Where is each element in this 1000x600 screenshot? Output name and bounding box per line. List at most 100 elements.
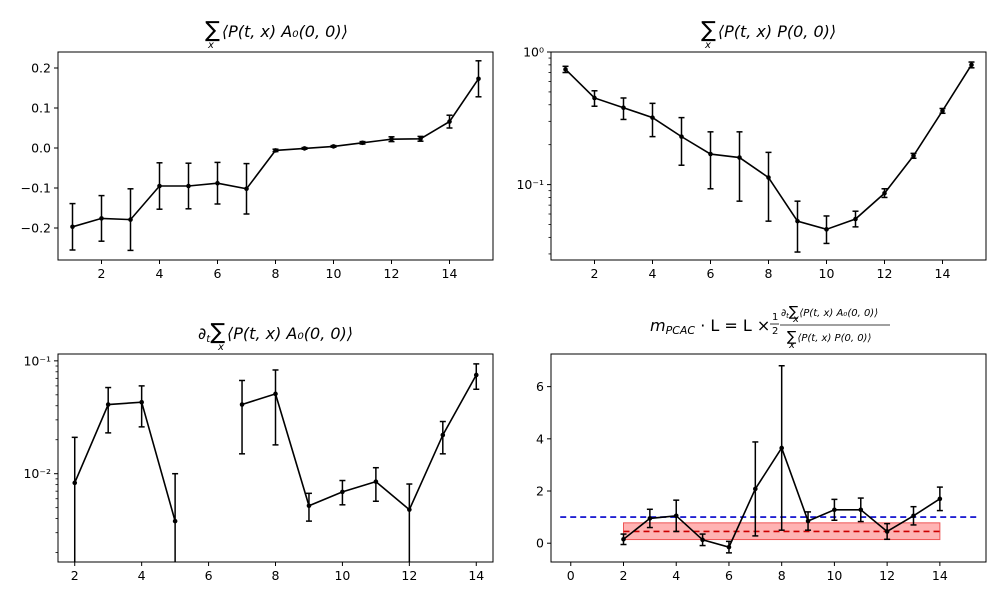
chart-2-title-sub: x — [704, 40, 711, 51]
chart-2-point — [795, 218, 800, 224]
chart-3-point — [139, 399, 144, 405]
svg-text:∑⟨P(t, x) P(0, 0)⟩: ∑⟨P(t, x) P(0, 0)⟩ — [787, 329, 871, 345]
chart-2-title-sum: ∑ — [701, 18, 716, 43]
chart-4-title-num-pre: ∂ — [781, 308, 786, 319]
chart-2-title-body: ⟨P(t, x) P(0, 0)⟩ — [718, 22, 836, 41]
chart-3-xtick-label: 4 — [138, 568, 146, 583]
chart-2-point — [592, 95, 597, 101]
chart-2-point — [737, 155, 742, 160]
chart-3-plot: 2 4 6 8 10 12 14 10⁻² 10⁻¹ — [23, 353, 494, 583]
chart-3-xtick-label: 6 — [205, 568, 213, 583]
chart-1-point — [128, 217, 133, 222]
chart-2-point — [911, 153, 916, 159]
chart-1-point — [331, 144, 336, 149]
chart-2-point — [708, 151, 713, 157]
chart-1-frame — [57, 51, 494, 261]
chart-1-point — [273, 148, 278, 153]
chart-4-title-num: ⟨P(t, x) A₀(0, 0)⟩ — [799, 308, 878, 319]
svg-text:mPCAC · L = L ×: mPCAC · L = L × — [650, 316, 770, 337]
chart-2-errorbar — [707, 131, 714, 190]
chart-3-errorbar — [439, 420, 446, 455]
chart-1-point — [389, 136, 394, 142]
chart-3-ytick-label: 10⁻² — [23, 466, 51, 481]
chart-1-xtick-label: 4 — [156, 266, 164, 281]
chart-1-xtick-label: 8 — [272, 266, 280, 281]
chart-4-xtick-label: 2 — [620, 568, 628, 583]
chart-1-xtick-label: 14 — [442, 266, 458, 281]
chart-1-point — [157, 183, 162, 189]
chart-2-point — [679, 134, 684, 139]
chart-1-point — [186, 183, 191, 189]
chart-3-xtick-label: 8 — [272, 568, 280, 583]
chart-2-xtick-label: 4 — [649, 266, 657, 281]
chart-3-point — [105, 402, 111, 407]
chart-2-ytick-label: 10⁰ — [523, 45, 544, 60]
chart-1-ytick-label: 0.1 — [31, 101, 51, 116]
chart-4-title-mid: · L = L × — [695, 316, 770, 335]
chart-4-title-den-sum: ∑ — [787, 329, 797, 345]
chart-1-point — [215, 180, 220, 186]
chart-3-errorbar — [406, 483, 413, 562]
chart-1-ytick-label: −0.1 — [21, 181, 51, 196]
chart-1-point — [70, 224, 75, 230]
chart-1-point — [418, 136, 423, 142]
chart-2-point — [563, 67, 568, 72]
chart-sum-p-a0: 2 4 6 8 10 12 14 −0.2 −0.1 0.0 0.1 0.2 ∑ ⟨P(t, x) A₀… — [21, 18, 494, 281]
chart-2-plot: 2 4 6 8 10 12 14 10⁻¹ 10⁰ — [516, 45, 987, 281]
chart-2-xtick-label: 12 — [877, 266, 893, 281]
chart-4-xtick-label: 0 — [567, 568, 575, 583]
chart-4-ytick-label: 4 — [536, 431, 544, 446]
chart-1-ytick-label: −0.2 — [21, 221, 51, 236]
chart-1-point — [244, 186, 249, 192]
chart-4-marks — [560, 364, 977, 554]
chart-4-point — [832, 507, 837, 513]
chart-4-xtick-label: 12 — [879, 568, 895, 583]
chart-4-title-lhs-sub: PCAC — [666, 324, 696, 337]
chart-2-xtick-label: 6 — [707, 266, 715, 281]
chart-4-point — [726, 544, 732, 550]
chart-4-xtick-label: 14 — [932, 568, 948, 583]
chart-3-errorbar — [372, 466, 379, 502]
chart-2-xtick-label: 8 — [765, 266, 773, 281]
chart-2-point — [824, 227, 829, 232]
chart-1-title: ∑ ⟨P(t, x) A₀(0, 0)⟩ — [205, 18, 348, 43]
chart-1-title-body: ⟨P(t, x) A₀(0, 0)⟩ — [222, 22, 348, 41]
chart-1-xtick-label: 6 — [214, 266, 222, 281]
chart-4-title-half-den: 2 — [772, 326, 778, 337]
chart-3-point — [340, 489, 345, 495]
chart-2-errorbar — [678, 116, 685, 166]
chart-3-title-sum: ∑ — [210, 320, 225, 345]
chart-2-errorbar — [736, 131, 743, 202]
chart-4-point — [621, 536, 626, 542]
svg-text:∂t∑⟨P(t, x) A₀(0, 0)⟩: ∂t∑⟨P(t, x) A₀(0, 0)⟩ — [781, 304, 878, 320]
chart-2-xtick-label: 10 — [819, 266, 835, 281]
chart-3-point — [306, 503, 312, 509]
chart-3-title-pre-sub: t — [206, 334, 211, 345]
chart-3-errorbar — [272, 369, 279, 446]
chart-4-ytick-label: 0 — [536, 536, 544, 551]
chart-3-errorbar — [138, 385, 145, 428]
chart-1-title-sub: x — [207, 40, 214, 51]
chart-1-point — [360, 140, 365, 146]
chart-2-marks — [562, 61, 975, 253]
chart-3-xtick-label: 10 — [334, 568, 350, 583]
chart-1-marks — [69, 60, 482, 252]
chart-3-point — [273, 391, 278, 397]
chart-4-title-lhs: m — [650, 316, 666, 335]
chart-3-title-sub: x — [217, 342, 224, 353]
chart-4-ytick-label: 2 — [536, 484, 544, 499]
chart-4-frame — [550, 353, 987, 563]
chart-4-title: mPCAC · L = L × 1 2 ∂t∑⟨P(t, x) A₀(0, 0)… — [650, 304, 890, 351]
chart-3-point — [72, 480, 78, 486]
chart-4-point — [884, 529, 890, 534]
chart-1-point — [99, 216, 104, 221]
chart-3-errorbar — [172, 472, 179, 562]
chart-1-xtick-label: 2 — [98, 266, 106, 281]
chart-4-plot: 0 2 4 6 8 10 12 14 0 2 4 6 — [536, 353, 987, 583]
chart-3-errorbar — [71, 436, 78, 562]
chart-2-point — [882, 190, 887, 196]
chart-4-ytick-label: 6 — [536, 379, 544, 394]
chart-1-ytick-label: 0.0 — [31, 141, 51, 156]
chart-4-point — [753, 486, 758, 492]
